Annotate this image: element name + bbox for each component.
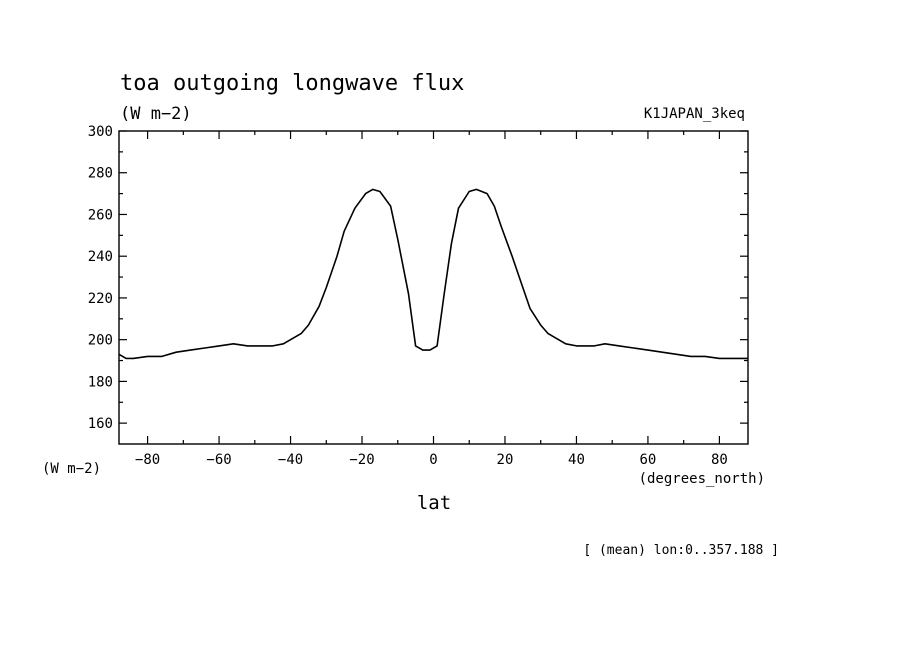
- y-tick-label: 200: [88, 333, 113, 349]
- y-tick-label: 300: [88, 124, 113, 140]
- x-tick-label: −60: [206, 452, 231, 468]
- series-line: [118, 188, 748, 360]
- x-tick-label: 0: [429, 452, 437, 468]
- y-tick-label: 160: [88, 416, 113, 432]
- footnote: [ (mean) lon:0..357.188 ]: [583, 543, 779, 558]
- plot-frame: [118, 130, 749, 445]
- x-axis-units: (degrees_north): [639, 471, 765, 487]
- y-tick-label: 260: [88, 207, 113, 223]
- x-axis-label: lat: [417, 492, 451, 514]
- y-tick-label: 220: [88, 291, 113, 307]
- axis-ticks: [119, 130, 748, 444]
- x-tick-label: 80: [711, 452, 728, 468]
- x-tick-label: −80: [135, 452, 160, 468]
- chart-units: (W m−2): [120, 104, 192, 124]
- x-tick-label: −20: [349, 452, 374, 468]
- chart-title: toa outgoing longwave flux: [120, 71, 464, 96]
- x-tick-label: 60: [640, 452, 657, 468]
- y-tick-label: 280: [88, 166, 113, 182]
- y-axis-label: (W m−2): [42, 461, 101, 477]
- y-tick-label: 180: [88, 374, 113, 390]
- axis-tick-labels: −80 −60 −40 −20 0 20 40 60 80 160 180 200 220 240 260 2…: [88, 124, 728, 468]
- x-tick-label: 40: [568, 452, 585, 468]
- run-label: K1JAPAN_3keq: [644, 106, 745, 122]
- x-tick-label: −40: [278, 452, 303, 468]
- x-tick-label: 20: [497, 452, 514, 468]
- y-tick-label: 240: [88, 249, 113, 265]
